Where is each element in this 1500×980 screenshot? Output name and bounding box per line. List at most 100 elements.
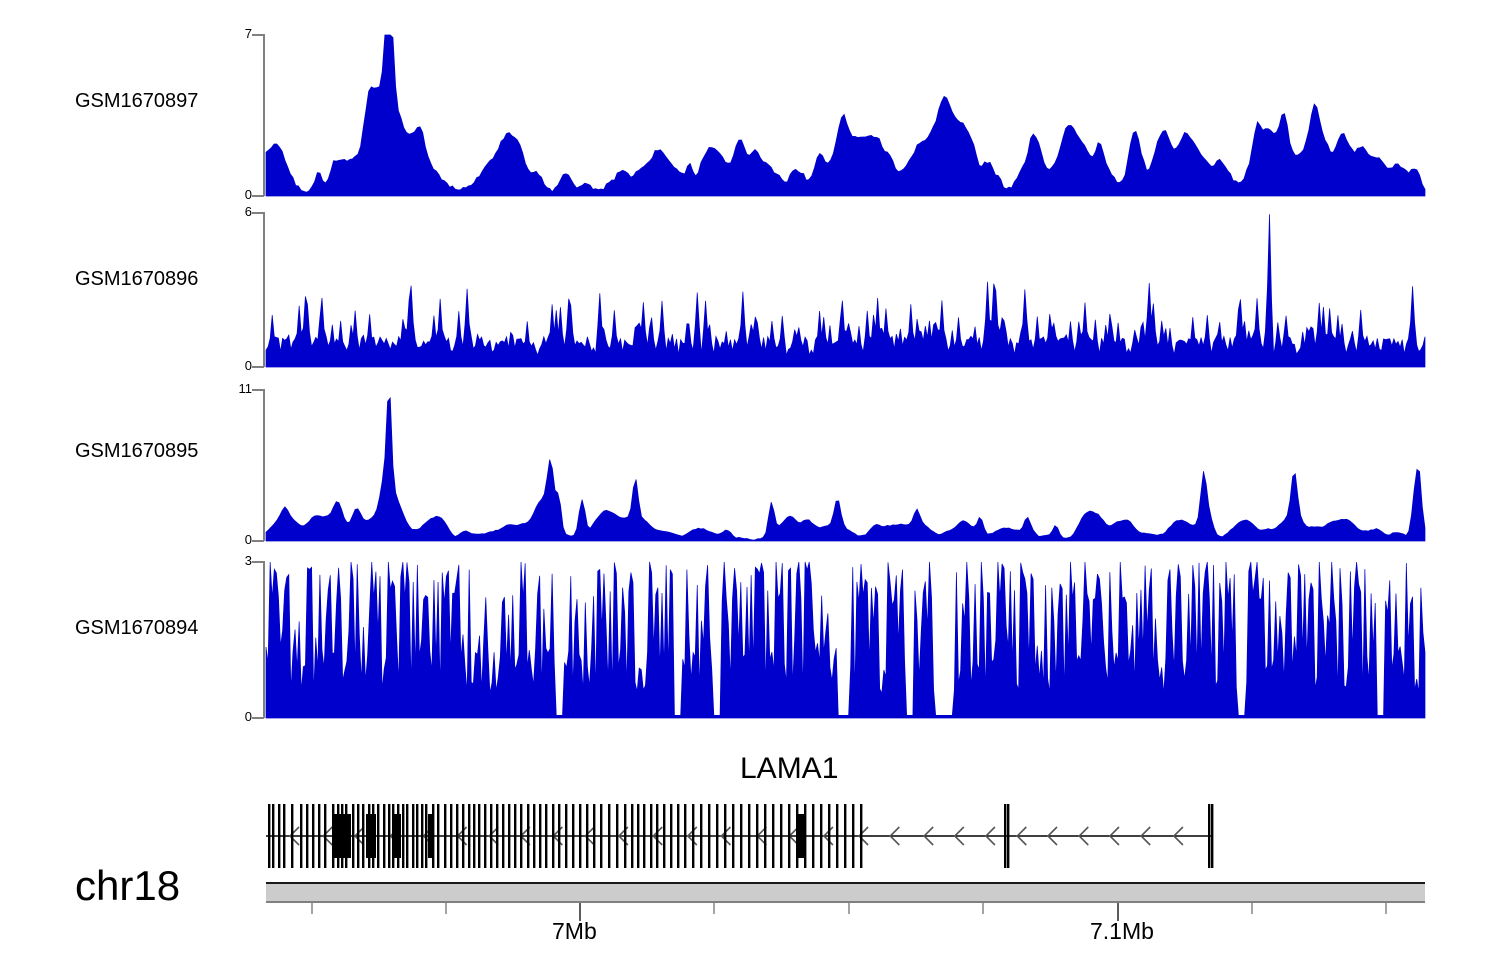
gene-model-svg[interactable] [0,791,1500,881]
exon-bar [450,804,453,868]
strand-arrow-left-icon [1016,826,1027,846]
strand-arrow-left-icon [1172,826,1184,846]
exon-bar [437,804,440,868]
strand-arrow-left-icon [1046,826,1058,846]
exon-bar [860,804,863,868]
cds-block [428,814,434,858]
strand-arrow-left-icon [923,826,934,846]
exon-bar [828,804,831,868]
exon-bar [496,804,499,868]
exon-bar [332,804,335,868]
exon-bar [692,804,695,868]
exon-bar [572,804,575,868]
chromosome-label: chr18 [75,862,181,909]
strand-arrow-left-icon [1078,826,1089,846]
exon-bar [306,804,309,868]
ruler-tick-label: 7Mb [552,918,597,944]
exon-bar [724,804,727,868]
exon-bar [520,804,523,868]
exon-bar [490,804,493,868]
exon-bar [291,804,294,868]
strand-arrow-left-icon [889,826,900,846]
exon-bar [484,804,487,868]
signal-plot-gsm1670894[interactable] [0,559,1500,721]
exon-bar [514,804,517,868]
exon-bar [670,804,673,868]
strand-arrow-left-icon [584,826,595,846]
exon-bar [1208,804,1211,868]
axis-min-label-2: 0 [244,532,252,547]
exon-bar [416,804,419,868]
exon-bar [425,804,428,868]
exon-bar [616,804,619,868]
exon-bar [748,804,751,868]
track-label-gsm1670896: GSM1670896 [75,268,199,290]
exon-bar [579,804,582,868]
exon-bar [388,804,391,868]
exon-bar [324,804,327,868]
exon-bar [643,804,646,868]
strand-arrow-left-icon [857,826,869,846]
cds-block [392,814,401,858]
exon-bar [462,804,465,868]
exon-bar [444,804,447,868]
track-label-gsm1670894: GSM1670894 [75,617,199,639]
strand-arrow-left-icon [488,826,499,846]
exon-bar [796,804,799,868]
exon-bar [478,804,481,868]
exon-bar [608,804,611,868]
exon-bar [732,804,735,868]
exon-bar [318,804,321,868]
exon-bar [377,804,380,868]
exon-bar [656,804,659,868]
y-axis-bracket [252,389,265,542]
exon-bar [677,804,680,868]
ruler-tick-label: 7.1Mb [1090,918,1154,944]
signal-area [265,561,1426,719]
signal-plot-gsm1670897[interactable] [0,32,1500,199]
exon-bar [844,804,847,868]
exon-bar [421,804,424,868]
exon-bar [1007,804,1010,868]
exon-bar [527,804,530,868]
exon-bar [836,804,839,868]
ideogram-bar[interactable] [266,882,1425,903]
y-axis-bracket [252,34,265,197]
exon-bar [473,804,476,868]
strand-arrow-left-icon [720,826,732,846]
exon-bar [352,804,355,868]
axis-min-label-0: 0 [244,187,252,202]
signal-plot-gsm1670895[interactable] [0,387,1500,544]
exon-bar [780,804,783,868]
exon-bar [545,804,548,868]
exon-bar [650,804,653,868]
strand-arrow-left-icon [953,826,965,846]
exon-bar [406,804,409,868]
strand-arrow-left-icon [984,826,996,846]
exon-bar [663,804,666,868]
axis-min-label-3: 0 [244,709,252,724]
exon-bar [852,804,855,868]
exon-bar [502,804,505,868]
signal-area [265,34,1426,197]
exon-bar [456,804,459,868]
exon-bar [600,804,603,868]
exon-bar [1004,804,1007,868]
cds-block [366,814,376,858]
signal-plot-gsm1670896[interactable] [0,210,1500,370]
exon-bar [637,804,640,868]
exon-bar [508,804,511,868]
exon-bar [820,804,823,868]
exon-bar [684,804,687,868]
exon-bar [300,804,303,868]
exon-bar [383,804,386,868]
strand-arrow-left-icon [652,826,663,846]
axis-max-label-1: 6 [244,204,252,219]
exon-bar [272,804,275,868]
axis-max-label-0: 7 [244,26,252,41]
exon-bar [558,804,561,868]
strand-arrow-left-icon [353,826,365,846]
exon-bar [624,804,627,868]
gene-name-label[interactable]: LAMA1 [740,752,839,785]
exon-bar [812,804,815,868]
